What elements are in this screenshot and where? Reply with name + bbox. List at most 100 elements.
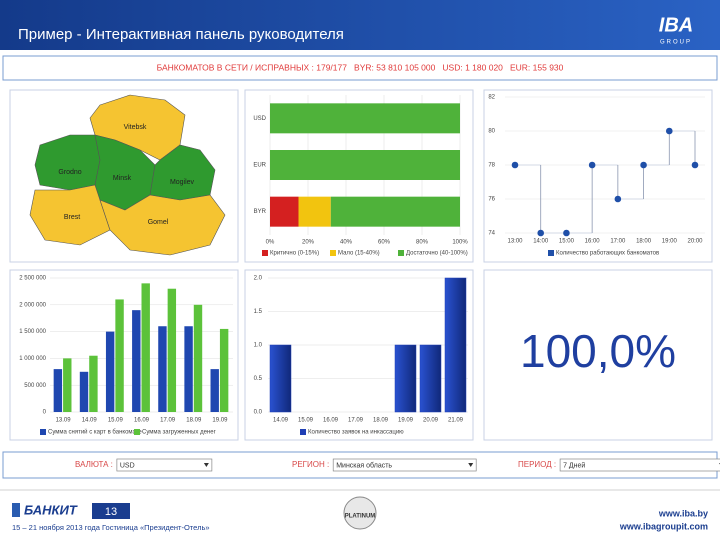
kpi-panel xyxy=(483,269,713,441)
bar xyxy=(394,344,417,413)
x-tick-label: 0% xyxy=(266,240,275,246)
y-tick-label: 0 xyxy=(43,410,47,416)
filter-label: ПЕРИОД : xyxy=(518,460,556,469)
y-tick-label: USD xyxy=(253,116,266,122)
y-tick-label: 2 000 000 xyxy=(19,302,46,308)
bar-segment xyxy=(270,196,299,227)
filter-label: РЕГИОН : xyxy=(292,460,329,469)
logo-sub: GROUP xyxy=(660,40,692,46)
x-tick-label: 16.09 xyxy=(134,418,150,424)
point xyxy=(588,161,596,169)
footer-logo-box xyxy=(92,503,130,519)
x-tick-label: 16:00 xyxy=(585,239,601,245)
bar xyxy=(105,331,115,412)
y-tick-label: 82 xyxy=(488,95,495,101)
filter-select[interactable] xyxy=(332,458,477,472)
x-tick-label: 14.09 xyxy=(273,418,289,424)
map-region-label: Mogilev xyxy=(170,179,195,186)
logo: IBA xyxy=(659,14,693,36)
x-tick-label: 18:00 xyxy=(636,239,652,245)
x-tick-label: 100% xyxy=(452,240,468,246)
filter-value: Минская область xyxy=(336,461,392,469)
x-tick-label: 17.09 xyxy=(160,418,176,424)
x-tick-label: 14.09 xyxy=(82,418,98,424)
bar xyxy=(269,344,292,413)
filter-select[interactable] xyxy=(559,458,720,472)
y-tick-label: 2 500 000 xyxy=(19,276,46,282)
atm-panel xyxy=(483,89,713,263)
legend-swatch xyxy=(330,250,336,256)
x-tick-label: 20:00 xyxy=(687,239,703,245)
x-tick-label: 15.09 xyxy=(108,418,124,424)
y-tick-label: 2.0 xyxy=(254,276,263,282)
x-tick-label: 60% xyxy=(378,240,391,246)
x-tick-label: 18.09 xyxy=(373,418,389,424)
y-tick-label: 74 xyxy=(488,231,495,237)
x-tick-label: 19.09 xyxy=(212,418,228,424)
page-title: Пример - Интерактивная панель руководите… xyxy=(18,26,344,43)
bar xyxy=(419,344,442,413)
x-tick-label: 40% xyxy=(340,240,353,246)
x-tick-label: 15.09 xyxy=(298,418,314,424)
y-tick-label: 0.5 xyxy=(254,376,263,382)
map-region-label: Brest xyxy=(64,214,80,221)
select-arrow xyxy=(468,463,474,467)
x-tick-label: 20% xyxy=(302,240,315,246)
footer-logo-icon xyxy=(12,503,20,517)
x-tick-label: 17.09 xyxy=(348,418,364,424)
bar xyxy=(79,371,89,412)
partner-badge xyxy=(343,496,377,530)
bar xyxy=(53,369,63,412)
legend-swatch xyxy=(548,250,554,256)
footer-event: 15 – 21 ноября 2013 года Гостиница «През… xyxy=(12,523,210,532)
status-box xyxy=(2,55,718,81)
x-tick-label: 14:00 xyxy=(533,239,549,245)
select-arrow xyxy=(203,463,209,467)
bar xyxy=(63,358,72,412)
map-region-label: Grodno xyxy=(58,169,81,176)
map-region-label: Minsk xyxy=(113,175,132,182)
partner-badge-text: PLATINUM xyxy=(345,514,376,520)
point xyxy=(665,127,673,135)
bar xyxy=(210,369,219,412)
point xyxy=(614,195,622,203)
legend-swatch xyxy=(398,250,404,256)
legend-label: Сумма снятий с карт в банкомате xyxy=(48,429,142,436)
x-tick-label: 18.09 xyxy=(186,418,202,424)
legend-label: Критично (0-15%) xyxy=(270,251,319,257)
legend-swatch xyxy=(40,429,46,435)
legend-label: Сумма загруженных денег xyxy=(142,430,217,436)
y-tick-label: BYR xyxy=(254,209,267,215)
point xyxy=(511,161,519,169)
point xyxy=(640,161,647,169)
x-tick-label: 15:00 xyxy=(559,239,575,245)
status-text: БАНКОМАТОВ В СЕТИ / ИСПРАВНЫХ : 179/177 … xyxy=(157,62,564,72)
footer-logo: БАНКИТ xyxy=(24,502,78,517)
bar xyxy=(219,328,229,412)
legend-swatch xyxy=(262,250,268,256)
legend-swatch xyxy=(134,429,140,435)
bar-segment xyxy=(298,196,331,227)
x-tick-label: 17:00 xyxy=(610,239,626,245)
filter-select[interactable] xyxy=(116,458,213,472)
map-region-label: Vitebsk xyxy=(124,124,147,131)
kpi-value: 100,0% xyxy=(520,325,676,377)
filter-label: ВАЛЮТА : xyxy=(75,460,113,469)
bar xyxy=(141,283,150,412)
filter-value: 7 Дней xyxy=(563,461,585,469)
bar xyxy=(193,304,203,412)
legend-label: Количество заявок на инкассацию xyxy=(308,430,404,436)
x-tick-label: 19.09 xyxy=(398,418,414,424)
header-bar xyxy=(0,0,720,50)
bar xyxy=(167,288,177,412)
y-tick-label: 1 000 000 xyxy=(19,356,46,362)
x-tick-label: 80% xyxy=(416,240,429,246)
bar-segment xyxy=(270,103,460,134)
bar xyxy=(158,326,167,412)
bar xyxy=(444,277,467,413)
bar-segment xyxy=(330,196,460,227)
legend-label: Мало (15-40%) xyxy=(338,251,380,257)
footer-url: www.ibagroupit.com xyxy=(619,521,708,531)
legend-label: Количество работающих банкоматов xyxy=(556,251,659,257)
